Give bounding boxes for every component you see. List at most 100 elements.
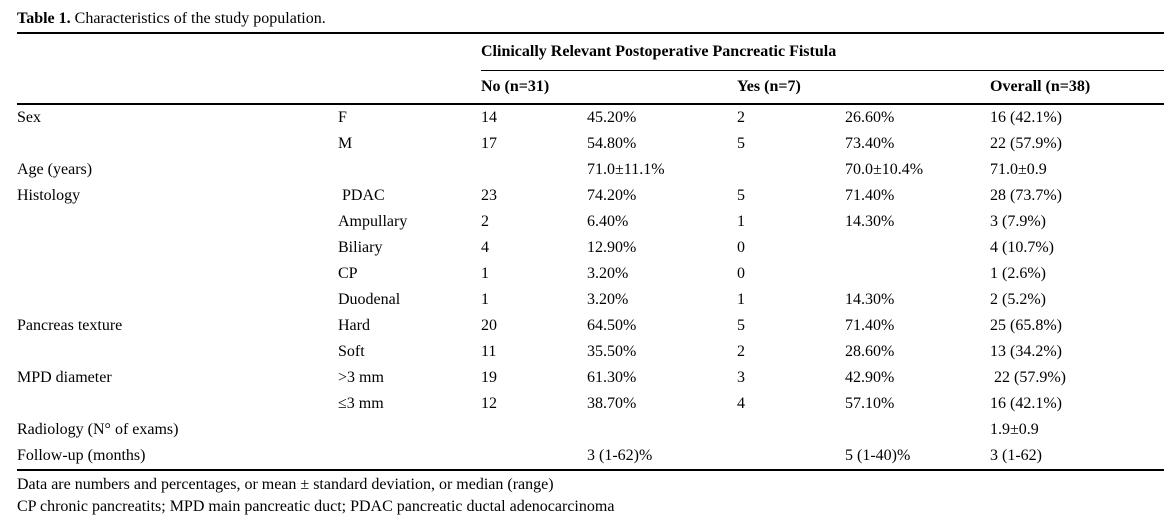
value-cell: 71.0±11.1% [587,161,665,178]
empty-cell [17,70,338,105]
value-cell: 45.20% [587,109,637,126]
value-cell [481,443,587,471]
value-cell: 3 [737,369,745,386]
table-row: M 17 54.80% 5 73.40% 22 (57.9%) [17,131,1164,157]
value-cell: 16 (42.1%) [990,109,1062,126]
value-cell: 4 (10.7%) [990,239,1054,256]
value-cell: 28 (73.7%) [990,187,1062,204]
value-cell: 5 [737,135,745,152]
value-cell: >3 mm [338,369,384,386]
table-row: Ampullary 2 6.40% 1 14.30% 3 (7.9%) [17,209,1164,235]
table-row: Duodenal 1 3.20% 1 14.30% 2 (5.2%) [17,287,1164,313]
value-cell: ≤3 mm [338,395,384,412]
table-row: Sex F 14 45.20% 2 26.60% 16 (42.1%) [17,104,1164,131]
value-cell: 1 [737,291,745,308]
value-cell: 19 [481,369,497,386]
table-title-number: Table 1. [17,10,71,27]
value-cell [845,261,990,287]
row-label-cell: Radiology (N° of exams) [17,421,179,438]
value-cell: 12.90% [587,239,637,256]
spanner-row: Clinically Relevant Postoperative Pancre… [17,33,1165,71]
value-cell: 3 (7.9%) [990,213,1046,230]
table-title-caption: Characteristics of the study population. [70,10,326,27]
subheader-row: No (n=31) Yes (n=7) Overall (n=38) [17,70,1165,105]
value-cell: Ampullary [338,213,408,230]
value-cell: 28.60% [845,343,895,360]
value-cell: 22 (57.9%) [990,135,1062,152]
table-row: Biliary 4 12.90% 0 4 (10.7%) [17,235,1164,261]
table-row: Histology PDAC 23 74.20% 5 71.40% 28 (73.7%) [17,183,1164,209]
value-cell: 4 [737,395,745,412]
value-cell: 2 [737,109,745,126]
value-cell: 12 [481,395,497,412]
empty-cell [338,70,481,105]
row-label-cell [17,287,338,313]
value-cell [587,417,737,443]
value-cell [845,235,990,261]
value-cell: 14 [481,109,497,126]
value-cell [338,443,481,471]
table-row: Follow-up (months) 3 (1-62)% 5 (1-40)% 3 (1… [17,443,1165,471]
value-cell: PDAC [338,187,385,204]
row-label-cell: Age (years) [17,161,93,178]
value-cell: 17 [481,135,497,152]
value-cell: 64.50% [587,317,637,334]
value-cell: 2 [481,213,489,230]
footnote-abbreviations: CP chronic pancreatits; MPD main pancrea… [17,497,615,515]
value-cell: 1 [481,265,489,282]
table-title: Table 1. Characteristics of the study po… [17,7,1164,32]
value-cell: 0 [737,265,745,282]
value-cell: F [338,109,347,126]
table-body: Sex F 14 45.20% 2 26.60% 16 (42.1%) M 17 54.80% 5 7… [17,104,1165,471]
table-row: Soft 11 35.50% 2 28.60% 13 (34.2%) [17,339,1164,365]
column-header-overall: Overall (n=38) [990,70,1165,105]
value-cell: 2 (5.2%) [990,291,1046,308]
table-row: MPD diameter >3 mm 19 61.30% 3 42.90% 22 (57.… [17,365,1164,391]
value-cell: 23 [481,187,497,204]
value-cell: 4 [481,239,489,256]
value-cell: 5 [737,317,745,334]
value-cell: Soft [338,343,365,360]
value-cell: 3 (1-62) [990,443,1165,471]
value-cell: 11 [481,343,497,360]
value-cell [737,417,845,443]
value-cell: 22 (57.9%) [990,369,1066,386]
value-cell: 1 [481,291,489,308]
value-cell: 26.60% [845,109,895,126]
empty-cell [17,33,338,71]
value-cell: 3.20% [587,291,629,308]
value-cell: 3.20% [587,265,629,282]
row-label-cell [17,391,338,417]
value-cell: 13 (34.2%) [990,343,1062,360]
value-cell: 74.20% [587,187,637,204]
table-row: CP 1 3.20% 0 1 (2.6%) [17,261,1164,287]
value-cell [481,157,587,183]
value-cell: 5 (1-40)% [845,443,990,471]
value-cell: 35.50% [587,343,637,360]
value-cell: 70.0±10.4% [845,161,924,178]
value-cell: 0 [737,239,745,256]
column-header-no: No (n=31) [481,70,737,105]
value-cell: CP [338,265,358,282]
column-header-yes: Yes (n=7) [737,70,990,105]
value-cell [481,417,587,443]
value-cell: 54.80% [587,135,637,152]
value-cell: 1.9±0.9 [990,421,1039,438]
spanner-header-crpopf: Clinically Relevant Postoperative Pancre… [481,33,1165,71]
value-cell: 1 (2.6%) [990,265,1046,282]
value-cell: 71.40% [845,317,895,334]
value-cell: 2 [737,343,745,360]
value-cell: Duodenal [338,291,401,308]
row-label-cell [17,235,338,261]
table-footnotes: Data are numbers and percentages, or mea… [17,471,1164,516]
value-cell [737,157,845,183]
table-row: Pancreas texture Hard 20 64.50% 5 71.40% 25 (6… [17,313,1164,339]
row-label-cell [17,131,338,157]
value-cell: 3 (1-62)% [587,443,737,471]
table-row: Age (years) 71.0±11.1% 70.0±10.4% 71.0±0.9 [17,157,1164,183]
value-cell [845,417,990,443]
value-cell: 14.30% [845,291,895,308]
value-cell: 25 (65.8%) [990,317,1062,334]
value-cell: 6.40% [587,213,629,230]
value-cell: 73.40% [845,135,895,152]
